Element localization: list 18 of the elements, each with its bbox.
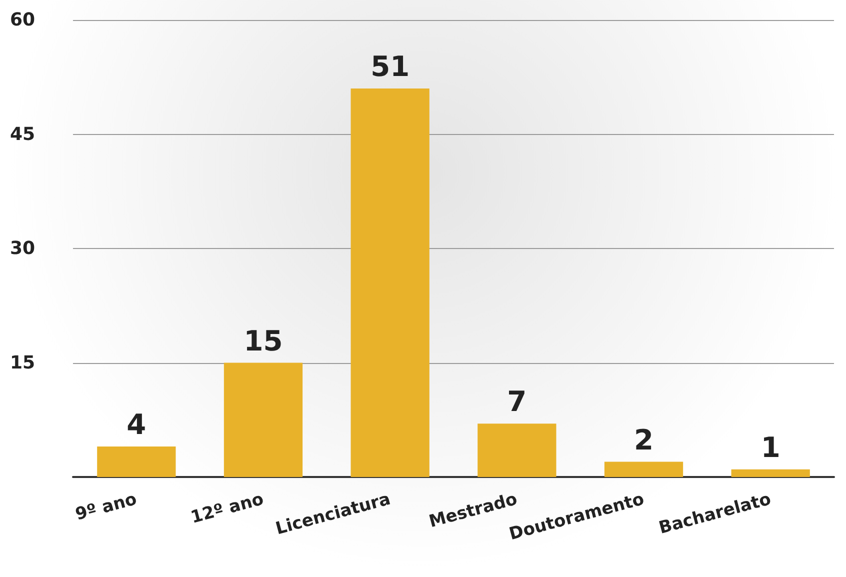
data-label: 15 (244, 324, 283, 358)
y-tick-label: 60 (10, 10, 35, 30)
bar (97, 446, 176, 477)
y-tick-label: 15 (10, 352, 35, 374)
data-label: 4 (126, 408, 146, 442)
data-label: 1 (760, 430, 780, 464)
data-label: 2 (634, 423, 654, 456)
bar (604, 462, 684, 477)
bar (350, 88, 430, 477)
x-tick-label: 12º ano (188, 489, 266, 528)
x-tick-label: 9º ano (73, 489, 140, 525)
data-label: 7 (507, 385, 527, 418)
y-tick-label: 45 (10, 124, 35, 145)
data-label: 51 (370, 50, 410, 84)
y-tick-label: 30 (10, 238, 35, 259)
bar (224, 362, 303, 477)
bar (731, 469, 810, 477)
bar (478, 424, 556, 477)
